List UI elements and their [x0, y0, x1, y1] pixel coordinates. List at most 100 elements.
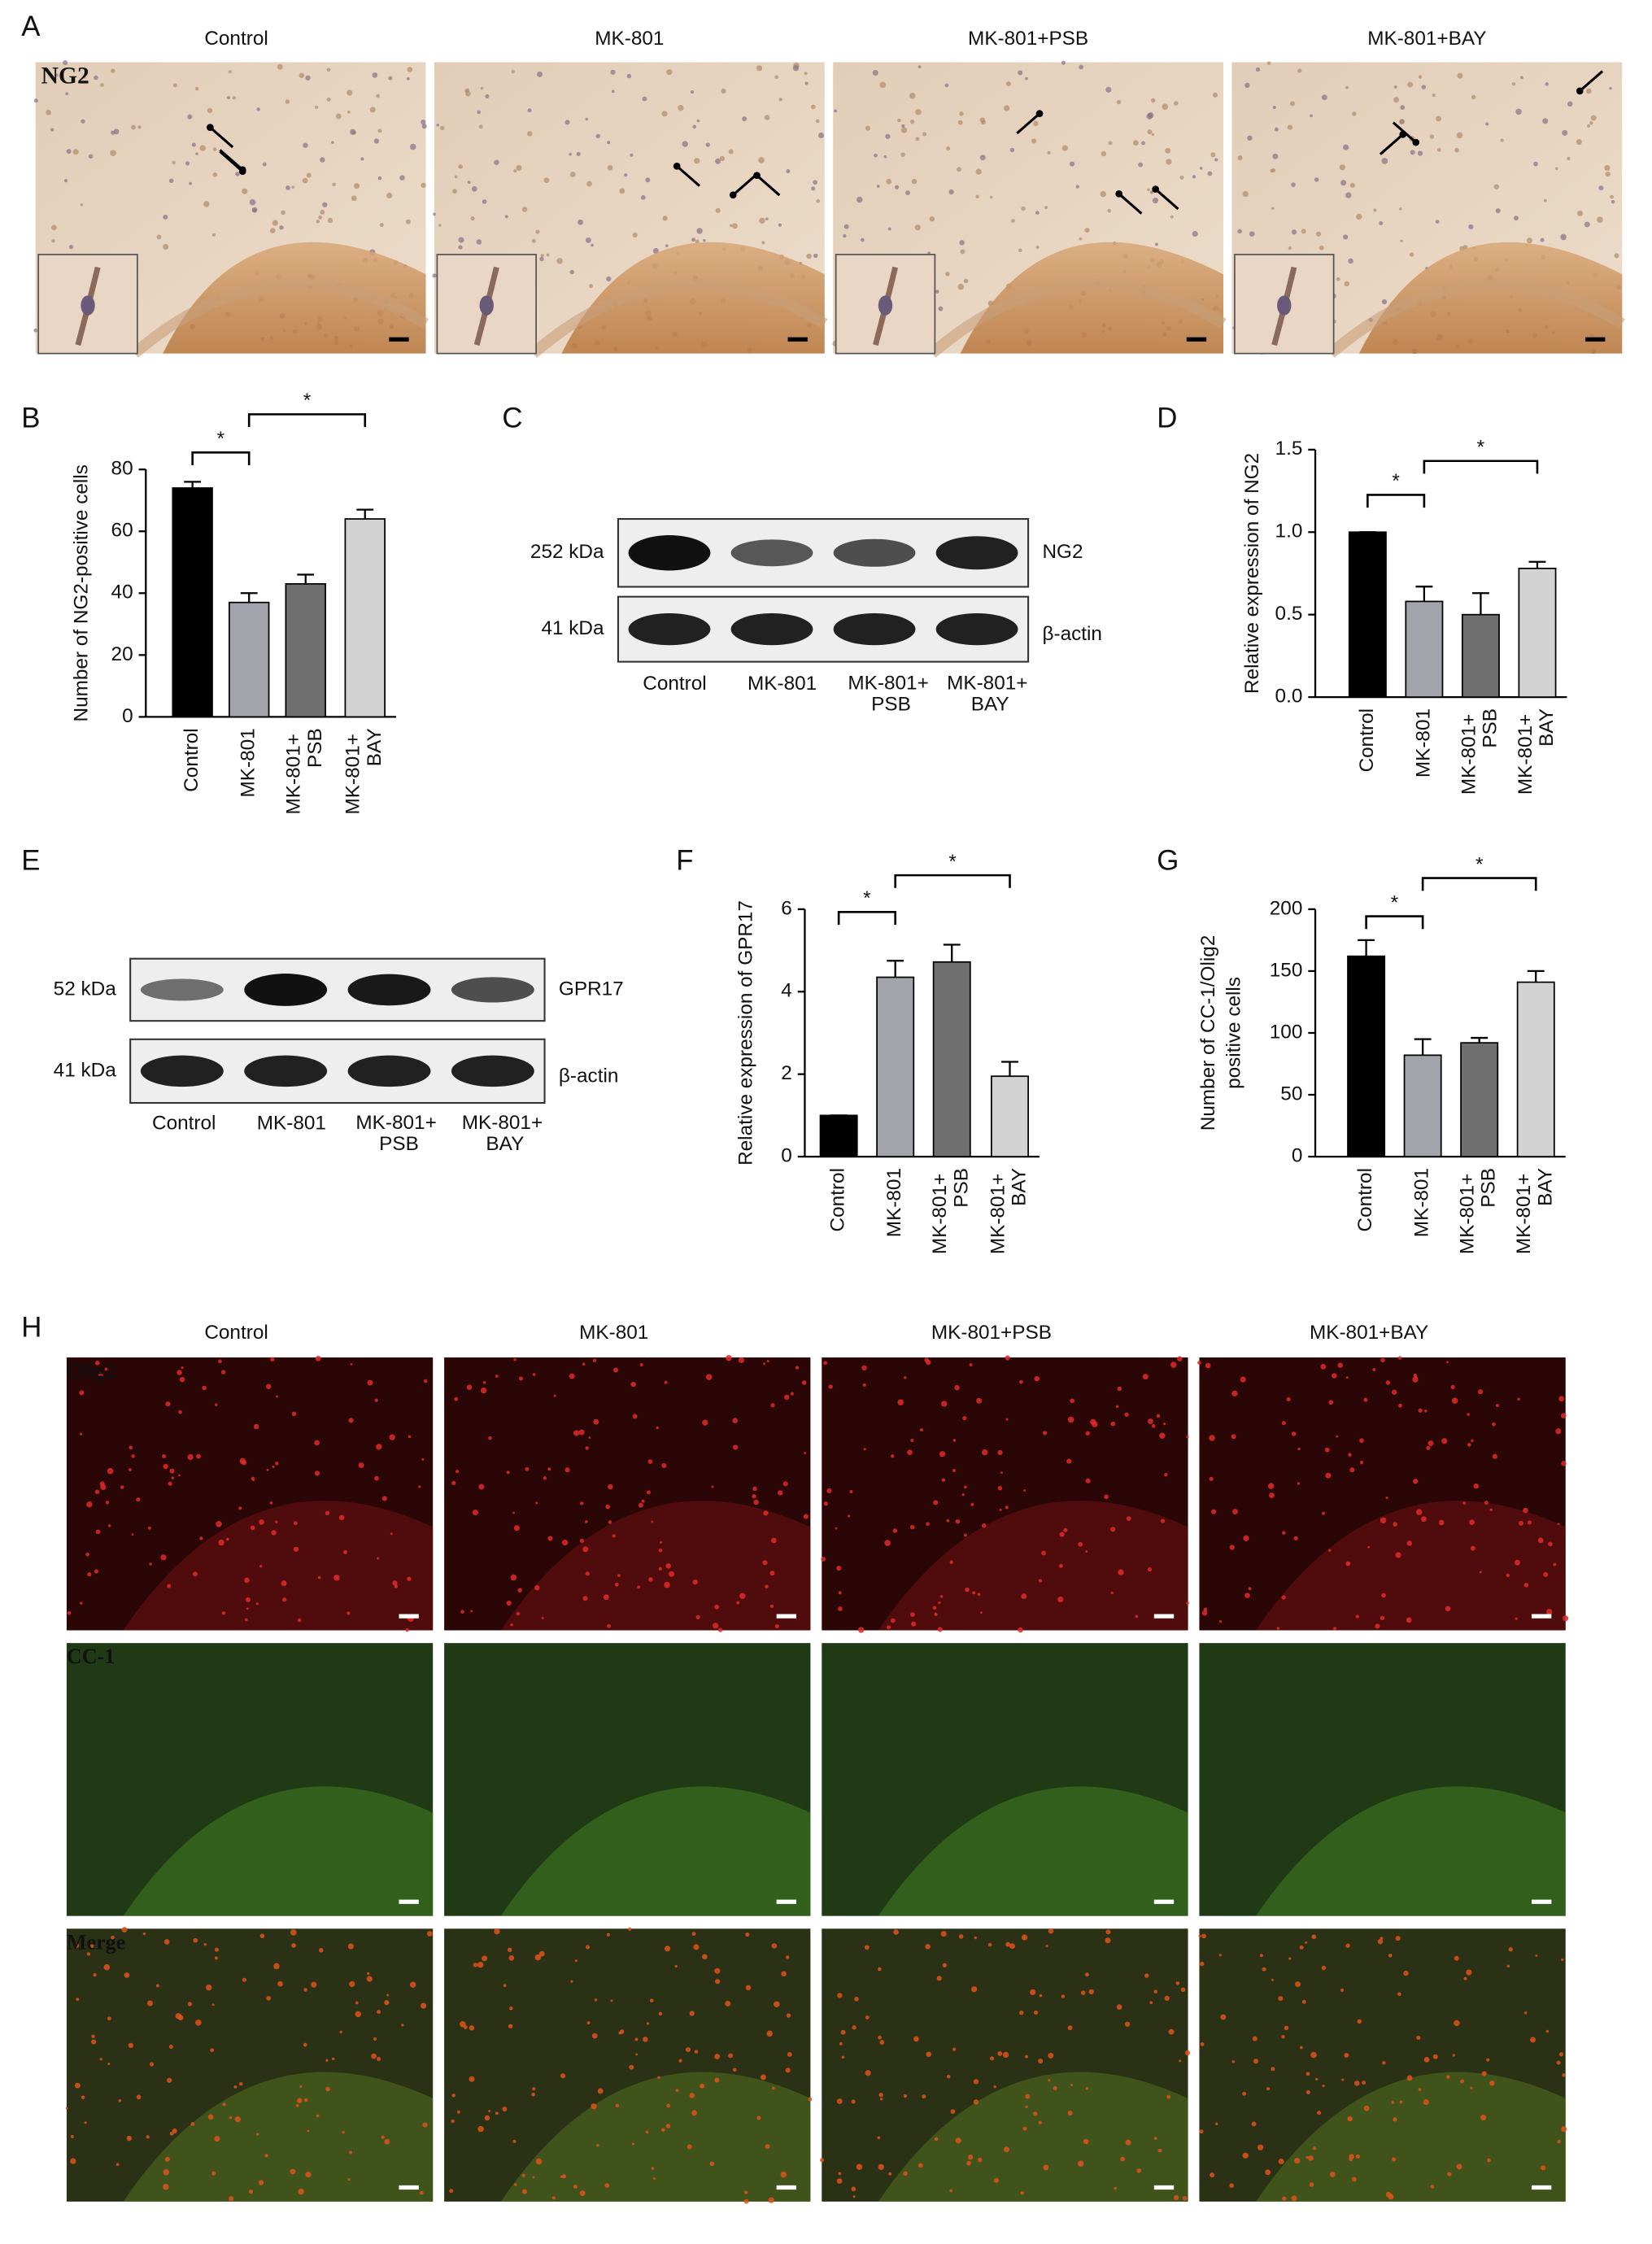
cell [88, 154, 94, 159]
hippocampus [500, 1786, 811, 1916]
cell [319, 1948, 324, 1953]
cell [1471, 1439, 1474, 1443]
lane-label-group: MK-801 [748, 673, 817, 695]
cell [1266, 61, 1271, 66]
cell [476, 239, 482, 245]
cell [1391, 2157, 1397, 2162]
cell [806, 253, 812, 259]
cell [1543, 198, 1547, 203]
cell [290, 1929, 297, 1936]
cell [772, 2086, 775, 2090]
cell [1397, 1356, 1402, 1360]
cell [409, 143, 416, 150]
cell [564, 1467, 570, 1473]
y-tick-label: 40 [111, 582, 133, 603]
cell [149, 1562, 152, 1566]
cell [765, 217, 769, 220]
cell [1454, 1955, 1459, 1961]
cell [878, 2093, 883, 2098]
cell [1533, 161, 1538, 167]
cell [685, 2046, 691, 2052]
cell [1467, 1443, 1471, 1447]
cell [997, 1449, 1003, 1456]
cell [238, 1506, 242, 1510]
cell [728, 2053, 734, 2059]
cell [1560, 1413, 1567, 1418]
cell [978, 2158, 983, 2163]
arrow-head [673, 162, 681, 170]
cell [281, 210, 286, 216]
cell [835, 1527, 838, 1530]
x-label-group: Control [1354, 1168, 1376, 1231]
cell [172, 2129, 177, 2134]
cell [165, 1401, 171, 1407]
cell [211, 2171, 216, 2176]
cell [632, 2142, 635, 2146]
cell [1061, 1994, 1066, 1998]
cell [211, 233, 216, 237]
cell [1329, 2172, 1336, 2177]
cell [739, 1593, 746, 1599]
x-tick-label: Control [181, 728, 203, 791]
cell [1136, 2168, 1142, 2173]
cell [1586, 124, 1591, 129]
cell [1075, 185, 1079, 189]
cell [227, 96, 230, 100]
cell [1199, 167, 1203, 170]
cell [264, 2153, 268, 2158]
cell [99, 2058, 102, 2061]
cell [1418, 2088, 1422, 2091]
cell [1271, 168, 1276, 172]
arrow [1154, 188, 1179, 211]
cell [1100, 190, 1106, 198]
cell [436, 123, 440, 127]
cell [1110, 1421, 1116, 1427]
cell [1362, 2081, 1366, 2085]
cell [628, 1927, 632, 1931]
cell [852, 2195, 856, 2198]
hippocampus [1256, 2072, 1566, 2202]
cell [1610, 194, 1614, 199]
cell [454, 1397, 459, 1401]
cell [1276, 1627, 1280, 1630]
cell [1466, 1969, 1472, 1976]
cell [965, 1587, 970, 1593]
cell [658, 1566, 662, 1571]
cell [1180, 1987, 1186, 1993]
cell [205, 1984, 212, 1991]
cell [229, 2196, 234, 2202]
cell [1445, 1361, 1449, 1364]
cell [1380, 1615, 1385, 1621]
cell [331, 141, 334, 144]
cell [426, 1931, 433, 1937]
cell [1249, 231, 1255, 237]
cell [714, 1604, 720, 1610]
y-label-group: Number of NG2-positive cells [70, 464, 92, 721]
cell [885, 133, 891, 139]
cell [478, 1484, 485, 1490]
cell [107, 2016, 111, 2021]
cell [1033, 2010, 1039, 2015]
column-title: MK-801+BAY [1367, 28, 1486, 50]
cell [946, 146, 951, 151]
cell [643, 2037, 648, 2042]
significance-label: * [1391, 891, 1399, 913]
cell [1120, 2156, 1125, 2162]
cell [769, 1604, 774, 1608]
cell [1372, 1368, 1376, 1371]
band [935, 536, 1018, 570]
cell [1286, 1397, 1291, 1401]
cell [131, 124, 137, 130]
cell [630, 153, 634, 157]
cell [322, 202, 328, 207]
cell [1149, 190, 1153, 194]
cell [691, 1932, 696, 1937]
cell [1105, 1937, 1111, 1944]
cell [541, 1616, 544, 1619]
cell [1456, 132, 1463, 139]
cell [245, 1597, 251, 1602]
significance-bracket [191, 451, 251, 465]
cell [407, 1576, 412, 1581]
cell [954, 1384, 960, 1391]
cell [904, 1376, 907, 1379]
